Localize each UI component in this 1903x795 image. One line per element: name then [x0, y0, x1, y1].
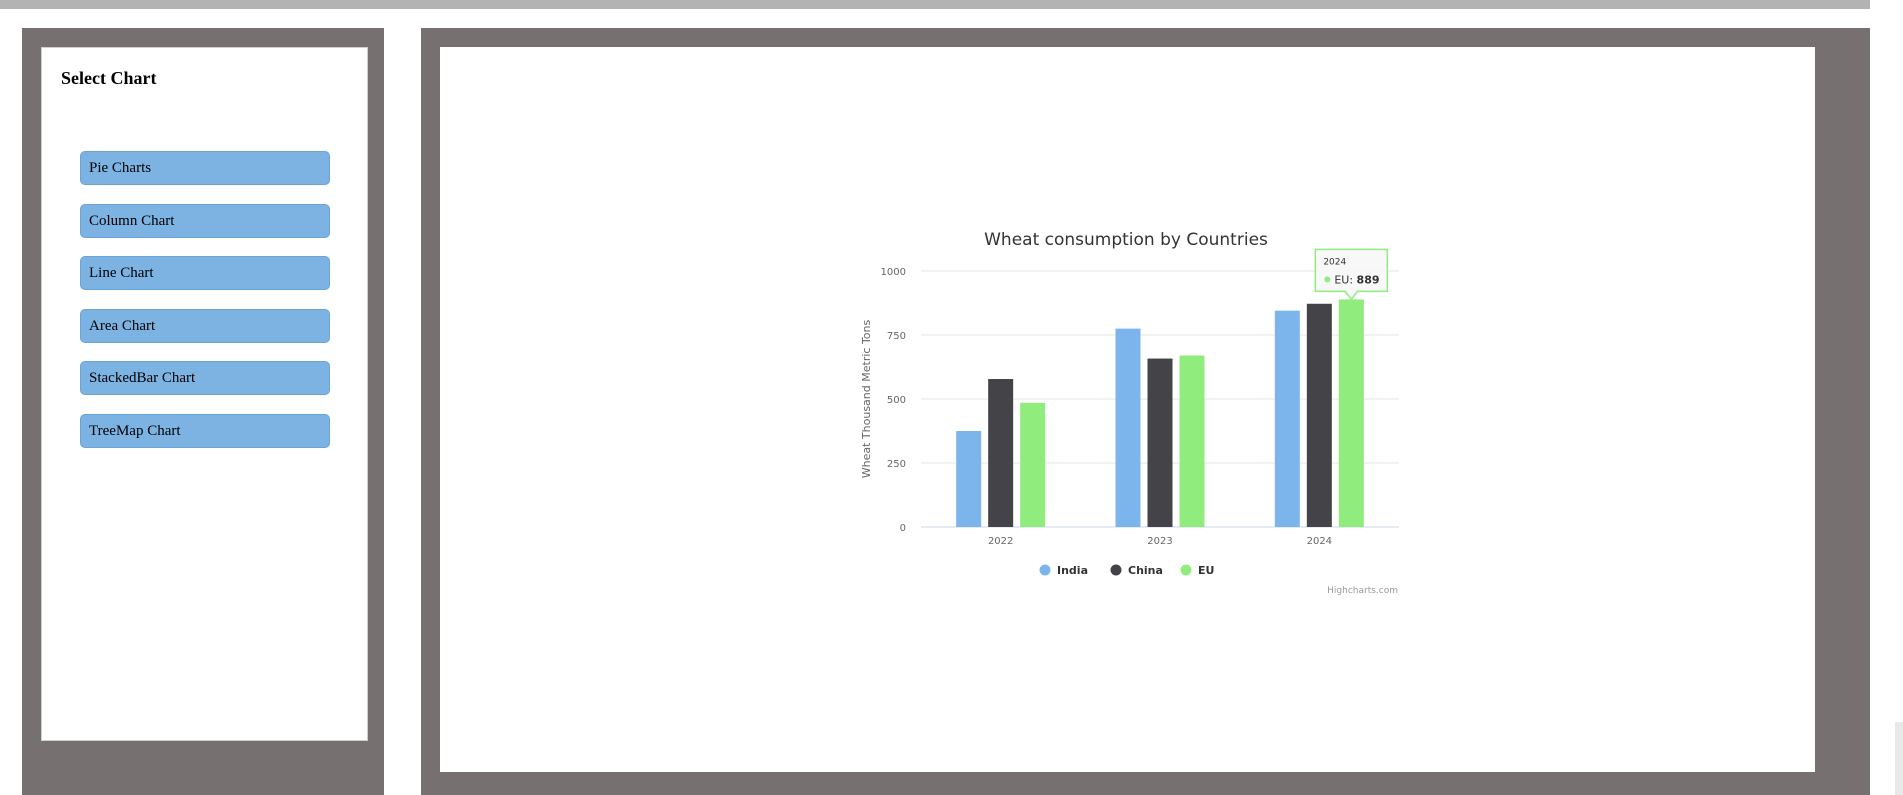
bar-eu-2022[interactable]	[1020, 402, 1046, 527]
column-chart-button[interactable]: Column Chart	[80, 204, 330, 238]
bar-china-2022[interactable]	[988, 379, 1014, 527]
chart-tooltip: 2024 EU: 889	[1314, 248, 1389, 301]
pie-charts-button[interactable]: Pie Charts	[80, 151, 330, 185]
bar-china-2023[interactable]	[1147, 358, 1173, 527]
column-chart: Wheat consumption by Countries Wheat Tho…	[860, 230, 1399, 596]
y-axis-title: Wheat Thousand Metric Tons	[860, 320, 873, 479]
bar-india-2022[interactable]	[956, 431, 982, 527]
legend-marker	[1039, 564, 1051, 576]
line-chart-button[interactable]: Line Chart	[80, 256, 330, 290]
tooltip-box	[1314, 248, 1389, 301]
y-tick-label: 0	[900, 523, 906, 534]
legend-label: China	[1128, 564, 1163, 577]
stackedbar-chart-button[interactable]: StackedBar Chart	[80, 361, 330, 395]
x-tick-label: 2024	[1307, 536, 1332, 547]
y-tick-label: 500	[887, 395, 906, 406]
x-tick-label: 2023	[1147, 536, 1172, 547]
tooltip-marker	[1324, 276, 1331, 283]
bar-china-2024[interactable]	[1306, 303, 1332, 527]
legend-item-india[interactable]: India	[1039, 564, 1089, 577]
area-chart-button[interactable]: Area Chart	[80, 309, 330, 343]
legend-label: India	[1057, 564, 1088, 577]
y-tick-label: 250	[887, 459, 906, 470]
legend-label: EU	[1198, 564, 1214, 577]
chart-title: Wheat consumption by Countries	[984, 230, 1268, 250]
bar-india-2024[interactable]	[1274, 310, 1300, 527]
bar-eu-2024[interactable]	[1338, 299, 1364, 527]
legend-item-china[interactable]: China	[1110, 564, 1163, 577]
chart-selector-panel: Select Chart Pie Charts Column Chart Lin…	[41, 47, 368, 741]
x-tick-label: 2022	[988, 536, 1013, 547]
chart-container: Wheat consumption by Countries Wheat Tho…	[440, 47, 1815, 772]
panel-title: Select Chart	[61, 68, 157, 88]
bar-india-2023[interactable]	[1115, 328, 1141, 527]
treemap-chart-button[interactable]: TreeMap Chart	[80, 414, 330, 448]
bar-eu-2023[interactable]	[1179, 355, 1205, 527]
tooltip-value: EU: 889	[1334, 273, 1379, 286]
chart-credits[interactable]: Highcharts.com	[1327, 586, 1398, 596]
y-tick-label: 750	[887, 331, 906, 342]
tooltip-header: 2024	[1323, 257, 1346, 267]
legend-marker	[1180, 564, 1192, 576]
browser-top-bar	[0, 0, 1870, 9]
legend-marker	[1110, 564, 1122, 576]
page-scrollbar[interactable]	[1895, 722, 1903, 795]
y-tick-label: 1000	[881, 267, 906, 278]
legend-item-eu[interactable]: EU	[1180, 564, 1215, 577]
